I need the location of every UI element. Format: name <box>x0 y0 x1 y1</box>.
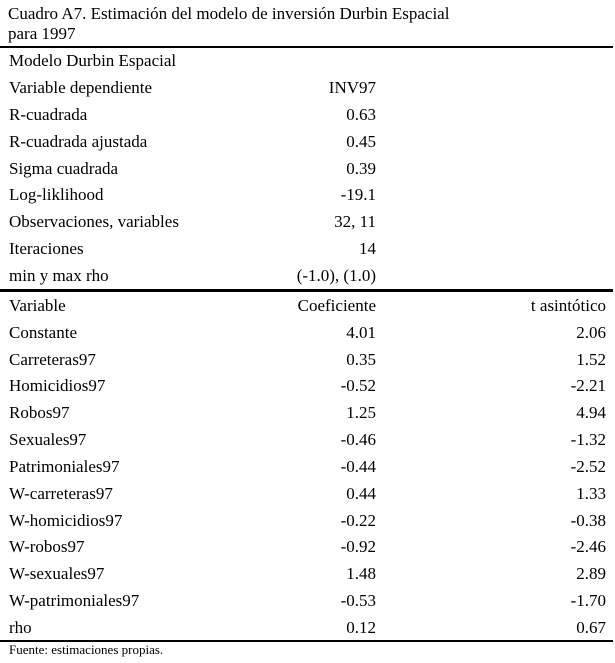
coef-header-row: Variable Coeficiente t asintótico <box>0 293 613 319</box>
middle-rule <box>0 289 613 292</box>
table-row: W-homicidios97 -0.22 -0.38 <box>0 508 613 534</box>
variable-column-header: Variable <box>9 296 66 315</box>
stat-label: min y max rho <box>9 266 109 285</box>
t-cell: -2.52 <box>570 457 606 476</box>
table-row: Constante 4.01 2.06 <box>0 320 613 346</box>
variable-cell: Robos97 <box>9 403 70 422</box>
coef-cell: 0.12 <box>346 618 376 637</box>
variable-cell: W-sexuales97 <box>9 564 105 583</box>
variable-cell: W-patrimoniales97 <box>9 591 140 610</box>
t-cell: 1.33 <box>576 484 606 503</box>
stat-value: -19.1 <box>340 185 376 204</box>
stat-row: Sigma cuadrada 0.39 <box>0 156 613 182</box>
variable-cell: Sexuales97 <box>9 430 87 449</box>
t-cell: -1.32 <box>570 430 606 449</box>
stat-row: min y max rho (-1.0), (1.0) <box>0 263 613 289</box>
variable-cell: W-carreteras97 <box>9 484 113 503</box>
stat-label: Observaciones, variables <box>9 212 179 231</box>
coef-cell: -0.22 <box>340 511 376 530</box>
model-header-row: Modelo Durbin Espacial <box>0 48 613 74</box>
stat-value: 14 <box>359 239 376 258</box>
stat-label: R-cuadrada ajustada <box>9 132 148 151</box>
t-cell: 2.89 <box>576 564 606 583</box>
coef-cell: 4.01 <box>346 323 376 342</box>
table-row: Homicidios97 -0.52 -2.21 <box>0 373 613 399</box>
stat-row: Variable dependiente INV97 <box>0 75 613 101</box>
t-column-header: t asintótico <box>530 296 606 315</box>
coef-cell: 0.44 <box>346 484 376 503</box>
coef-cell: 1.25 <box>346 403 376 422</box>
model-header: Modelo Durbin Espacial <box>9 51 177 70</box>
t-cell: -1.70 <box>570 591 606 610</box>
table-title: Cuadro A7. Estimación del modelo de inve… <box>8 4 568 44</box>
variable-cell: Carreteras97 <box>9 350 96 369</box>
table-title-line-1: Cuadro A7. Estimación del modelo de inve… <box>8 4 450 23</box>
source-note: Fuente: estimaciones propias. <box>9 642 164 657</box>
variable-cell: Homicidios97 <box>9 376 106 395</box>
stat-value: 32, 11 <box>334 212 376 231</box>
t-cell: 4.94 <box>576 403 606 422</box>
table-row: W-carreteras97 0.44 1.33 <box>0 481 613 507</box>
coef-cell: -0.53 <box>340 591 376 610</box>
coef-cell: 0.35 <box>346 350 376 369</box>
stat-value: INV97 <box>328 78 376 97</box>
stat-row: Iteraciones 14 <box>0 236 613 262</box>
t-cell: -2.21 <box>570 376 606 395</box>
stat-row: R-cuadrada 0.63 <box>0 102 613 128</box>
stat-label: Iteraciones <box>9 239 84 258</box>
stat-value: (-1.0), (1.0) <box>296 266 376 285</box>
stat-label: Sigma cuadrada <box>9 159 119 178</box>
stat-label: Variable dependiente <box>9 78 153 97</box>
table-row: Sexuales97 -0.46 -1.32 <box>0 427 613 453</box>
coef-cell: -0.92 <box>340 537 376 556</box>
variable-cell: W-robos97 <box>9 537 85 556</box>
coef-cell: 1.48 <box>346 564 376 583</box>
variable-cell: rho <box>9 618 32 637</box>
table-row: Carreteras97 0.35 1.52 <box>0 347 613 373</box>
stat-label: R-cuadrada <box>9 105 88 124</box>
t-cell: -0.38 <box>570 511 606 530</box>
table-row: W-sexuales97 1.48 2.89 <box>0 561 613 587</box>
t-cell: 0.67 <box>576 618 606 637</box>
t-cell: 2.06 <box>576 323 606 342</box>
coef-cell: -0.52 <box>340 376 376 395</box>
stat-row: R-cuadrada ajustada 0.45 <box>0 129 613 155</box>
stat-value: 0.45 <box>346 132 376 151</box>
stat-row: Log-liklihood -19.1 <box>0 182 613 208</box>
table-title-line-2: para 1997 <box>8 24 76 43</box>
variable-cell: W-homicidios97 <box>9 511 123 530</box>
table-row: Patrimoniales97 -0.44 -2.52 <box>0 454 613 480</box>
coef-column-header: Coeficiente <box>297 296 376 315</box>
table-row: Robos97 1.25 4.94 <box>0 400 613 426</box>
table-row: rho 0.12 0.67 <box>0 615 613 641</box>
variable-cell: Patrimoniales97 <box>9 457 120 476</box>
coef-cell: -0.44 <box>340 457 376 476</box>
top-rule <box>0 46 613 48</box>
stat-value: 0.39 <box>346 159 376 178</box>
t-cell: 1.52 <box>576 350 606 369</box>
table-row: W-robos97 -0.92 -2.46 <box>0 534 613 560</box>
stat-label: Log-liklihood <box>9 185 104 204</box>
stat-value: 0.63 <box>346 105 376 124</box>
bottom-rule <box>0 640 613 642</box>
variable-cell: Constante <box>9 323 77 342</box>
stat-row: Observaciones, variables 32, 11 <box>0 209 613 235</box>
coef-cell: -0.46 <box>340 430 376 449</box>
table-row: W-patrimoniales97 -0.53 -1.70 <box>0 588 613 614</box>
t-cell: -2.46 <box>570 537 606 556</box>
